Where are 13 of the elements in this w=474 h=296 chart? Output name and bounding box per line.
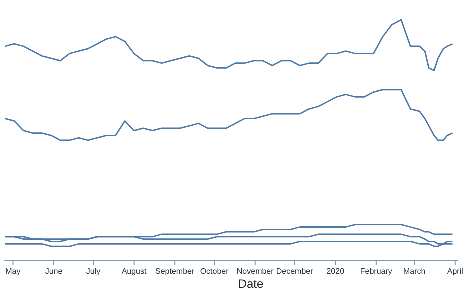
x-tick-label: October [200,267,230,276]
x-axis-title: Date [238,277,264,291]
x-tick-label: 2020 [326,267,346,276]
x-tick-label: July [86,267,101,276]
x-tick-label: March [403,267,426,276]
x-tick-label: December [276,267,314,276]
x-tick-label: August [122,267,148,276]
x-tick-label: September [156,267,195,276]
x-tick-label: April [447,267,464,276]
x-tick-label: May [6,267,21,276]
x-tick-label: June [45,267,64,276]
x-tick-label: November [236,267,274,276]
x-tick-label: February [360,267,392,276]
